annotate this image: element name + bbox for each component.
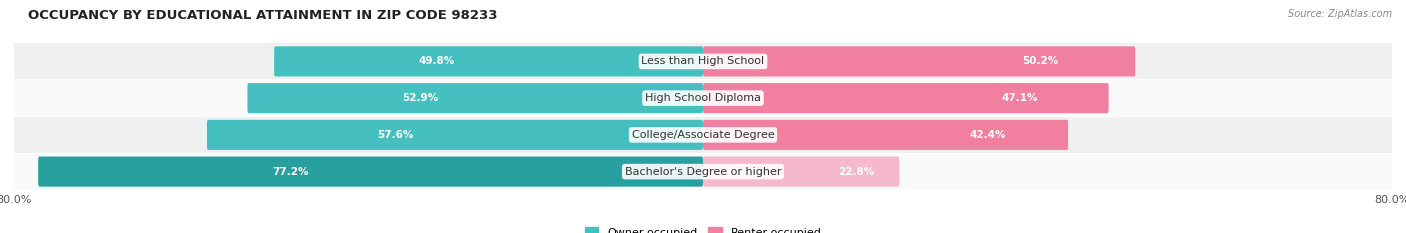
- FancyBboxPatch shape: [703, 46, 1135, 76]
- Legend: Owner-occupied, Renter-occupied: Owner-occupied, Renter-occupied: [581, 223, 825, 233]
- Text: Bachelor's Degree or higher: Bachelor's Degree or higher: [624, 167, 782, 177]
- Text: 47.1%: 47.1%: [1001, 93, 1038, 103]
- Text: 22.8%: 22.8%: [838, 167, 875, 177]
- FancyBboxPatch shape: [0, 43, 1406, 79]
- Text: 50.2%: 50.2%: [1022, 56, 1059, 66]
- FancyBboxPatch shape: [247, 83, 703, 113]
- Text: College/Associate Degree: College/Associate Degree: [631, 130, 775, 140]
- Text: 57.6%: 57.6%: [377, 130, 413, 140]
- FancyBboxPatch shape: [274, 46, 703, 76]
- FancyBboxPatch shape: [703, 120, 1069, 150]
- FancyBboxPatch shape: [703, 83, 1108, 113]
- FancyBboxPatch shape: [0, 154, 1406, 190]
- FancyBboxPatch shape: [38, 157, 703, 187]
- FancyBboxPatch shape: [0, 117, 1406, 153]
- Text: 77.2%: 77.2%: [273, 167, 309, 177]
- FancyBboxPatch shape: [0, 80, 1406, 116]
- Text: High School Diploma: High School Diploma: [645, 93, 761, 103]
- FancyBboxPatch shape: [207, 120, 703, 150]
- Text: Less than High School: Less than High School: [641, 56, 765, 66]
- Text: 49.8%: 49.8%: [419, 56, 456, 66]
- Text: OCCUPANCY BY EDUCATIONAL ATTAINMENT IN ZIP CODE 98233: OCCUPANCY BY EDUCATIONAL ATTAINMENT IN Z…: [28, 9, 498, 22]
- Text: 52.9%: 52.9%: [402, 93, 439, 103]
- FancyBboxPatch shape: [703, 157, 900, 187]
- Text: 42.4%: 42.4%: [970, 130, 1007, 140]
- Text: Source: ZipAtlas.com: Source: ZipAtlas.com: [1288, 9, 1392, 19]
